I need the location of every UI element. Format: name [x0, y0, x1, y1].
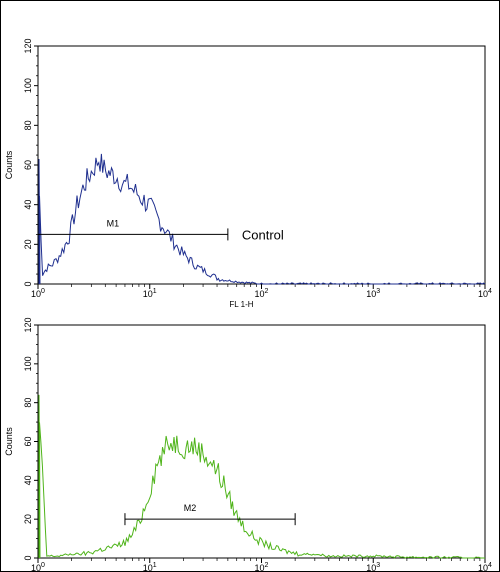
- y-tick-label: 20: [23, 239, 33, 249]
- y-tick-label: 120: [23, 317, 33, 332]
- x-tick-label: 102: [255, 288, 269, 299]
- histogram-panel-2: 0 20 40 60 80 100 120 Counts 100 101 102 103 104 M2: [4, 317, 492, 572]
- x-tick-label: 104: [478, 288, 492, 299]
- sample-annotation: Control: [242, 227, 284, 242]
- y-tick-label: 100: [23, 78, 33, 93]
- x-tick-label: 102: [255, 562, 269, 572]
- x-axis-label: FL 1-H: [229, 300, 253, 309]
- x-tick-label: 101: [143, 288, 157, 299]
- y-tick-label: 120: [23, 38, 33, 53]
- gate-marker-label: M1: [107, 218, 120, 228]
- y-tick-label: 60: [23, 160, 33, 170]
- y-tick-label: 40: [23, 200, 33, 210]
- gate-marker-label: M2: [184, 503, 197, 513]
- x-tick-label: 101: [143, 562, 157, 572]
- x-tick-label: 100: [31, 562, 45, 572]
- gate-marker: M1: [37, 218, 229, 241]
- y-tick-label: 0: [23, 555, 33, 560]
- y-tick-label: 20: [23, 514, 33, 524]
- x-tick-label: 103: [366, 562, 380, 572]
- y-tick-label: 60: [23, 436, 33, 446]
- x-tick-label: 100: [31, 288, 45, 299]
- histogram-panel-1: 0 20 40 60 80 100 120 Counts 100 101 102 103 104 FL 1…: [4, 38, 492, 309]
- histogram-series-line: [38, 153, 486, 285]
- y-tick-label: 0: [23, 281, 33, 286]
- y-axis-label: Counts: [4, 150, 14, 179]
- gate-marker: M2: [124, 503, 296, 526]
- plot-area-border: [37, 324, 486, 559]
- y-tick-label: 40: [23, 475, 33, 485]
- x-tick-label: 104: [478, 562, 492, 572]
- x-tick-label: 103: [366, 288, 380, 299]
- histogram-series-line: [38, 394, 485, 559]
- y-tick-label: 100: [23, 356, 33, 371]
- y-tick-label: 80: [23, 398, 33, 408]
- y-axis-label: Counts: [4, 427, 14, 456]
- y-tick-label: 80: [23, 120, 33, 130]
